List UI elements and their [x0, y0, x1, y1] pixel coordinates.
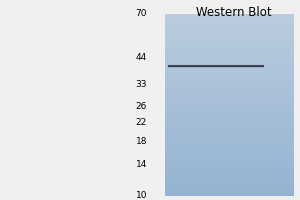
Text: 44: 44 — [136, 53, 147, 62]
Text: 10: 10 — [136, 192, 147, 200]
Text: 22: 22 — [136, 118, 147, 127]
Text: kDa: kDa — [129, 0, 147, 2]
Text: 33: 33 — [136, 80, 147, 89]
Text: 18: 18 — [136, 137, 147, 146]
Text: 14: 14 — [136, 160, 147, 169]
Text: 70: 70 — [136, 9, 147, 19]
Text: Western Blot: Western Blot — [196, 6, 272, 19]
Text: 26: 26 — [136, 102, 147, 111]
